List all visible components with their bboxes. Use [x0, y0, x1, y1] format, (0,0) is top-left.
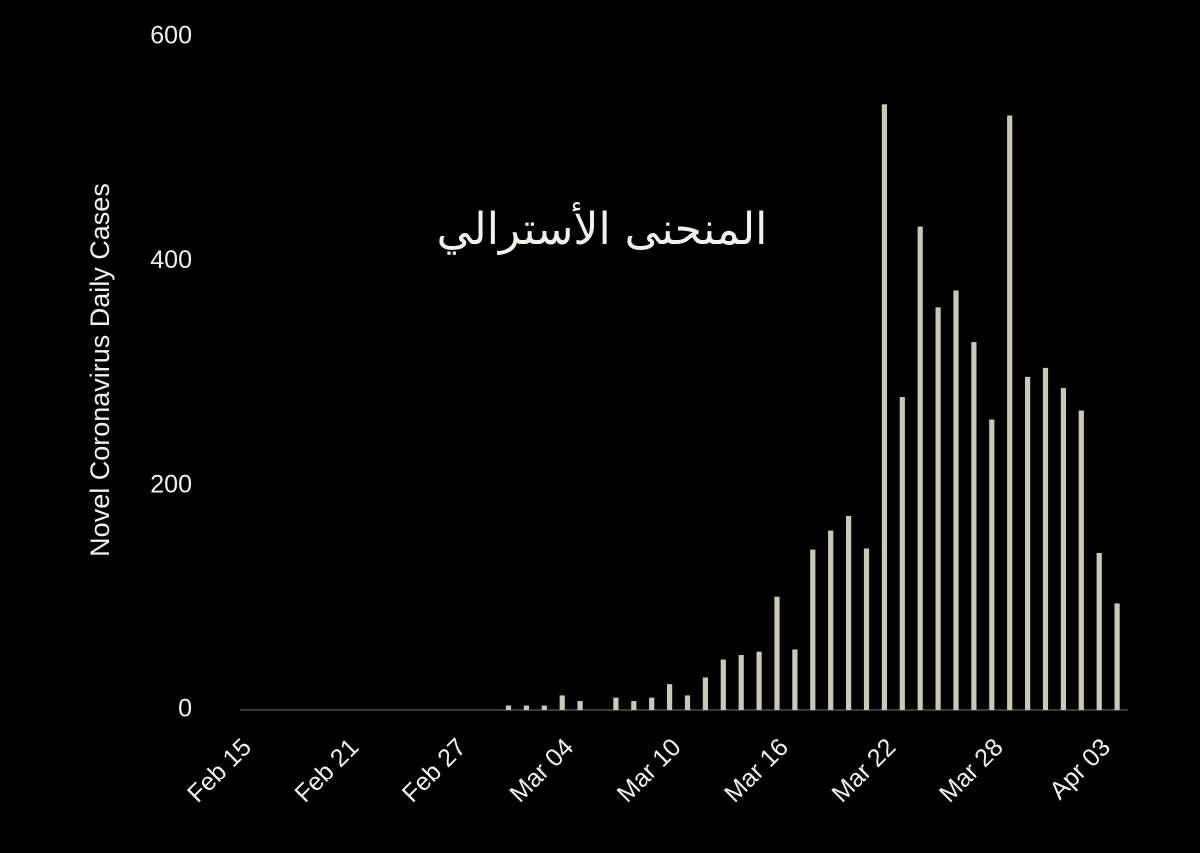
bar: [613, 697, 619, 710]
bar: [577, 701, 583, 710]
y-axis-title: Novel Coronavirus Daily Cases: [85, 183, 115, 557]
x-tick-label: Feb 21: [289, 733, 364, 808]
bar: [1114, 603, 1120, 710]
bar: [1096, 552, 1102, 710]
bar: [1042, 367, 1049, 710]
bar: [1078, 410, 1084, 710]
bar: [881, 104, 887, 711]
bar: [631, 701, 637, 710]
bar: [917, 226, 923, 711]
bar: [1060, 388, 1066, 710]
bar: [1025, 376, 1031, 710]
bar: [953, 290, 959, 710]
x-tick-label: Mar 04: [504, 733, 579, 808]
bar: [774, 596, 780, 710]
y-tick-label: 200: [150, 470, 192, 498]
x-tick-label: Feb 15: [182, 733, 257, 808]
bar: [505, 705, 512, 710]
bar: [523, 705, 529, 710]
y-tick-label: 600: [150, 22, 192, 50]
bar: [989, 419, 995, 710]
bar: [684, 695, 691, 710]
bar: [971, 342, 977, 710]
bar: [702, 677, 708, 710]
y-tick-label: 400: [150, 246, 192, 274]
bar: [1007, 115, 1013, 711]
x-tick-label: Mar 22: [826, 733, 901, 808]
bar: [899, 397, 905, 710]
bar: [935, 307, 941, 710]
bar: [792, 649, 798, 710]
x-tick-label: Feb 27: [397, 733, 472, 808]
bar: [649, 697, 655, 710]
x-tick-label: Mar 10: [612, 733, 687, 808]
x-tick-label: Apr 03: [1044, 733, 1116, 805]
bar: [720, 659, 726, 710]
bar: [738, 655, 744, 710]
x-tick-label: Mar 16: [719, 733, 794, 808]
annotation: المنحنى الأسترالي: [437, 201, 768, 255]
bar: [541, 705, 547, 710]
bar: [559, 695, 565, 710]
bar: [846, 515, 852, 710]
bar: [810, 549, 816, 710]
y-tick-label: 0: [178, 695, 192, 723]
x-tick-label: Mar 28: [934, 733, 1009, 808]
bar: [756, 651, 762, 710]
bar: [828, 530, 834, 710]
bar: [863, 548, 870, 710]
bar: [667, 684, 673, 710]
